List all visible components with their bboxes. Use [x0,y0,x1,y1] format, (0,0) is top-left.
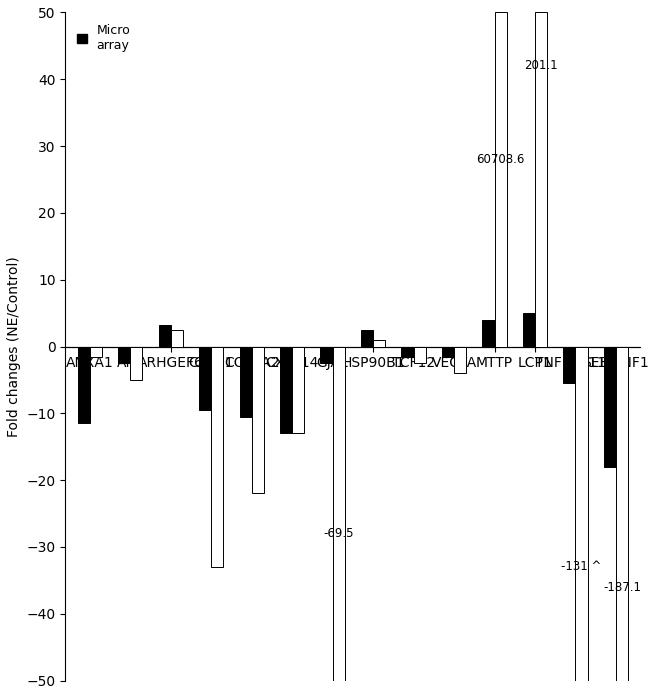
Bar [414,347,426,363]
Bar [401,347,414,356]
Bar [616,347,628,681]
Bar [604,347,616,467]
Bar [361,330,373,347]
Text: -131 ^: -131 ^ [561,560,602,574]
Bar [280,347,292,434]
Bar [333,347,345,681]
Bar [494,13,507,347]
Bar [159,325,171,347]
Bar [575,347,588,681]
Bar [292,347,304,434]
Bar [78,347,90,423]
Bar [320,347,333,363]
Bar [454,347,466,373]
Legend: Micro
array: Micro array [72,19,136,56]
Bar [563,347,575,383]
Bar [90,347,102,356]
Text: -69.5: -69.5 [324,527,354,540]
Bar [171,330,183,347]
Bar [118,347,130,363]
Text: 60708.6: 60708.6 [476,153,525,166]
Bar [199,347,211,410]
Bar [373,340,386,347]
Text: 201.1: 201.1 [525,59,558,72]
Bar [211,347,223,567]
Bar [239,347,252,417]
Bar [130,347,142,380]
Text: -187.1: -187.1 [603,580,641,594]
Bar [252,347,264,493]
Bar [523,313,535,347]
Bar [535,13,547,347]
Bar [442,347,454,356]
Y-axis label: Fold changes (NE/Control): Fold changes (NE/Control) [7,256,21,437]
Bar [482,319,494,347]
